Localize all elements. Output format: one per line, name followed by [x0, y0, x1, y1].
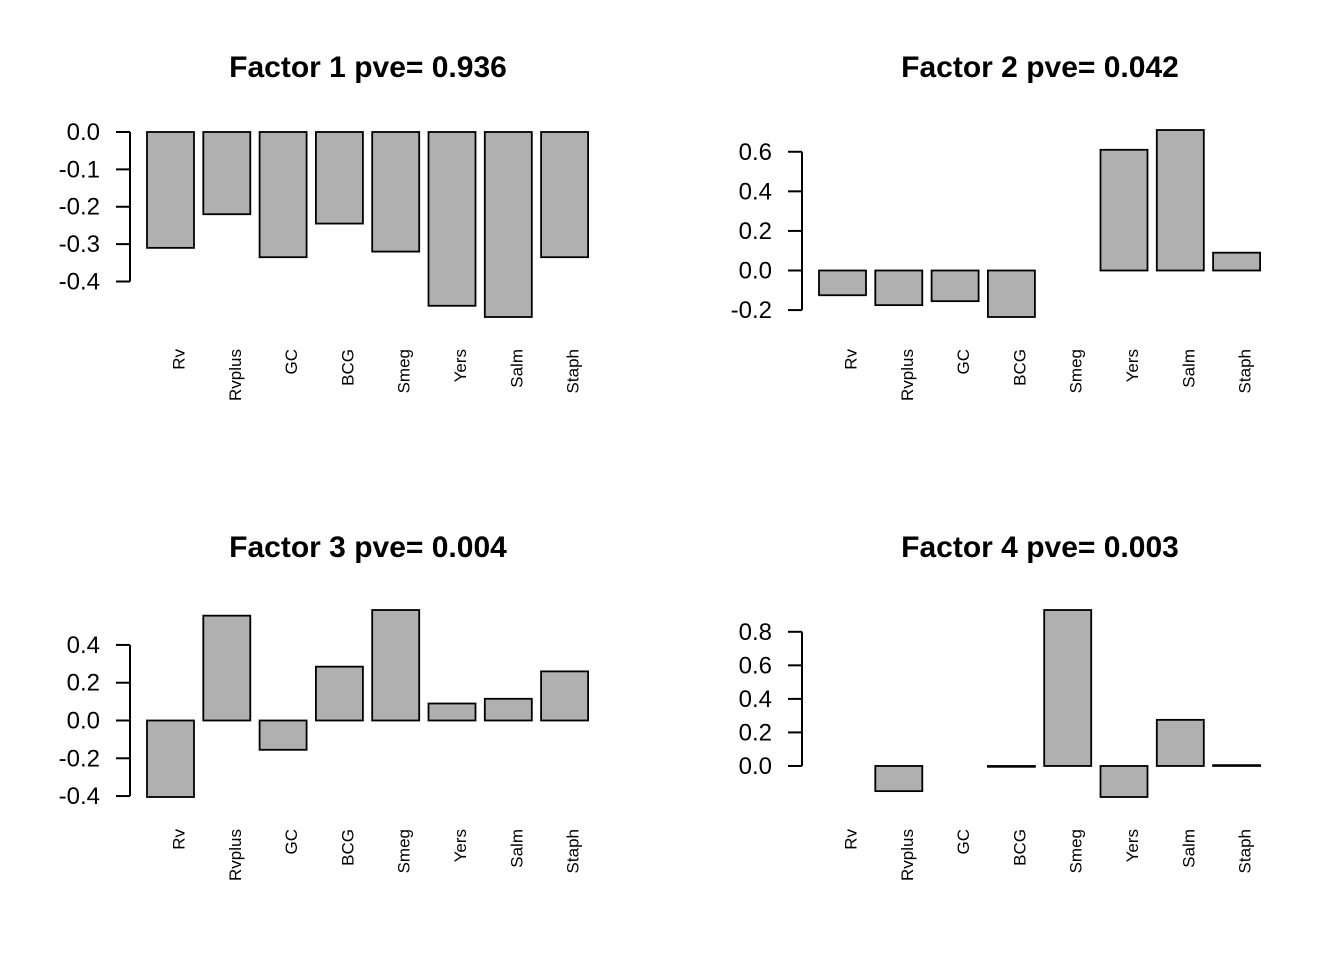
category-label-rv: Rv: [842, 829, 861, 850]
category-label-smeg: Smeg: [1067, 829, 1086, 873]
category-label-bcg: BCG: [1010, 349, 1029, 386]
bar-rv: [146, 131, 195, 249]
category-label-rvplus: Rvplus: [898, 349, 917, 401]
category-label-rvplus: Rvplus: [226, 829, 245, 881]
bar-salm: [1155, 129, 1205, 272]
category-label-salm: Salm: [507, 349, 526, 388]
y-tick-label: -0.2: [59, 194, 100, 221]
bar-gc: [258, 131, 308, 259]
y-tick-label: -0.2: [59, 745, 100, 772]
bar-rv: [818, 269, 867, 297]
panel-4-title: Factor 4 pve= 0.003: [901, 531, 1179, 564]
bar-rv: [146, 719, 195, 798]
y-tick-label: 0.0: [67, 119, 100, 146]
bar-smeg: [371, 609, 421, 722]
bar-yers: [1099, 148, 1149, 272]
panel-2-title: Factor 2 pve= 0.042: [901, 51, 1179, 84]
y-tick-label: 0.2: [739, 719, 772, 746]
bar-bcg: [314, 131, 364, 225]
category-label-salm: Salm: [1179, 829, 1198, 868]
y-tick-label: 0.0: [739, 257, 772, 284]
category-label-bcg: BCG: [1010, 829, 1029, 866]
category-label-gc: GC: [282, 349, 301, 375]
panel-factor-1: Factor 1 pve= 0.936 0.0 -0.1 -0.2 -0.3 -0.4 R…: [59, 51, 589, 401]
panel-factor-2: Factor 2 pve= 0.042 0.6 0.4 0.2 0.0 -0.2 Rv Rv…: [731, 51, 1261, 401]
category-label-bcg: BCG: [338, 349, 357, 386]
y-tick-label: -0.2: [731, 297, 772, 324]
bar-bcg: [987, 269, 1036, 318]
bar-gc: [258, 719, 308, 751]
category-label-rvplus: Rvplus: [226, 349, 245, 401]
category-label-smeg: Smeg: [395, 349, 414, 393]
y-tick-label: 0.0: [739, 753, 772, 780]
bar-rvplus: [874, 269, 924, 307]
bar-staph: [540, 131, 589, 259]
panel-4-plot: 0.8 0.6 0.4 0.2 0.0 Rv Rvplus GC BCG Smeg Yers Salm…: [739, 609, 1261, 881]
category-label-bcg: BCG: [338, 829, 357, 866]
category-label-rvplus: Rvplus: [898, 829, 917, 881]
bar-staph: [1212, 764, 1261, 767]
y-tick-label: 0.8: [739, 619, 772, 646]
category-label-smeg: Smeg: [1067, 349, 1086, 393]
panel-1-plot: 0.0 -0.1 -0.2 -0.3 -0.4 Rv Rvplus GC BCG Smeg Yers…: [59, 119, 589, 401]
bar-rvplus: [202, 131, 252, 216]
y-tick-label: -0.1: [59, 156, 100, 183]
y-tick-label: 0.4: [739, 686, 772, 713]
bar-yers: [1099, 765, 1149, 798]
category-label-gc: GC: [954, 349, 973, 375]
bar-rvplus: [202, 614, 252, 722]
category-label-staph: Staph: [564, 829, 583, 873]
y-tick-label: -0.4: [59, 783, 100, 810]
panel-factor-4: Factor 4 pve= 0.003 0.8 0.6 0.4 0.2 0.0 Rv Rvp…: [739, 531, 1261, 881]
category-label-rv: Rv: [170, 349, 189, 370]
y-tick-label: 0.2: [67, 670, 100, 697]
bar-bcg: [987, 765, 1036, 768]
category-label-yers: Yers: [451, 829, 470, 862]
category-label-yers: Yers: [451, 349, 470, 382]
y-tick-label: -0.3: [59, 231, 100, 258]
category-label-smeg: Smeg: [395, 829, 414, 873]
bar-gc: [930, 269, 980, 303]
category-label-yers: Yers: [1123, 829, 1142, 862]
category-label-gc: GC: [954, 829, 973, 855]
category-label-staph: Staph: [1236, 829, 1255, 873]
y-tick-label: -0.4: [59, 268, 100, 295]
category-label-rv: Rv: [170, 829, 189, 850]
bar-bcg: [314, 665, 364, 722]
panel-3-plot: 0.4 0.2 0.0 -0.2 -0.4 Rv Rvplus GC BCG Smeg Yers Sa…: [59, 609, 589, 881]
panel-2-plot: 0.6 0.4 0.2 0.0 -0.2 Rv Rvplus GC BCG Smeg Yers Sal…: [731, 129, 1261, 401]
bar-yers: [427, 702, 477, 722]
bar-salm: [483, 131, 533, 318]
bar-salm: [1155, 718, 1205, 767]
panel-3-title: Factor 3 pve= 0.004: [229, 531, 507, 564]
bar-smeg: [371, 131, 421, 253]
y-tick-label: 0.6: [739, 652, 772, 679]
category-label-staph: Staph: [1236, 349, 1255, 393]
bar-staph: [1212, 251, 1261, 272]
panel-factor-3: Factor 3 pve= 0.004 0.4 0.2 0.0 -0.2 -0.4 Rv R…: [59, 531, 589, 881]
bar-rvplus: [874, 765, 924, 793]
category-label-yers: Yers: [1123, 349, 1142, 382]
category-label-staph: Staph: [564, 349, 583, 393]
category-label-rv: Rv: [842, 349, 861, 370]
panel-1-title: Factor 1 pve= 0.936: [229, 51, 507, 84]
bar-smeg: [1043, 609, 1093, 767]
y-tick-label: 0.4: [739, 178, 772, 205]
y-tick-label: 0.6: [739, 139, 772, 166]
y-tick-label: 0.4: [67, 632, 100, 659]
bar-yers: [427, 131, 477, 307]
category-label-salm: Salm: [507, 829, 526, 868]
category-label-gc: GC: [282, 829, 301, 855]
category-label-salm: Salm: [1179, 349, 1198, 388]
y-tick-label: 0.2: [739, 218, 772, 245]
bar-salm: [483, 697, 533, 722]
y-tick-label: 0.0: [67, 708, 100, 735]
bar-staph: [540, 670, 589, 722]
